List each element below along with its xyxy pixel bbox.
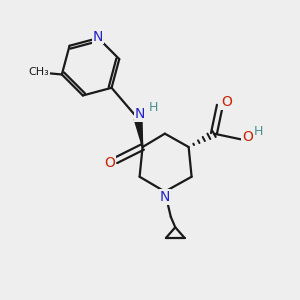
Text: N: N xyxy=(160,190,170,204)
Text: H: H xyxy=(254,125,263,138)
Text: O: O xyxy=(221,95,232,110)
Polygon shape xyxy=(134,118,142,147)
Text: O: O xyxy=(104,156,115,170)
Text: O: O xyxy=(242,130,253,144)
Text: N: N xyxy=(134,107,145,121)
Text: H: H xyxy=(149,101,158,114)
Text: N: N xyxy=(93,30,104,44)
Text: CH₃: CH₃ xyxy=(28,68,49,77)
